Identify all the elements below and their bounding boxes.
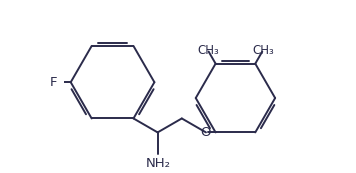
Text: CH₃: CH₃ <box>252 44 274 57</box>
Text: F: F <box>50 76 57 89</box>
Text: CH₃: CH₃ <box>197 44 219 57</box>
Text: O: O <box>201 126 211 139</box>
Text: NH₂: NH₂ <box>146 157 171 170</box>
